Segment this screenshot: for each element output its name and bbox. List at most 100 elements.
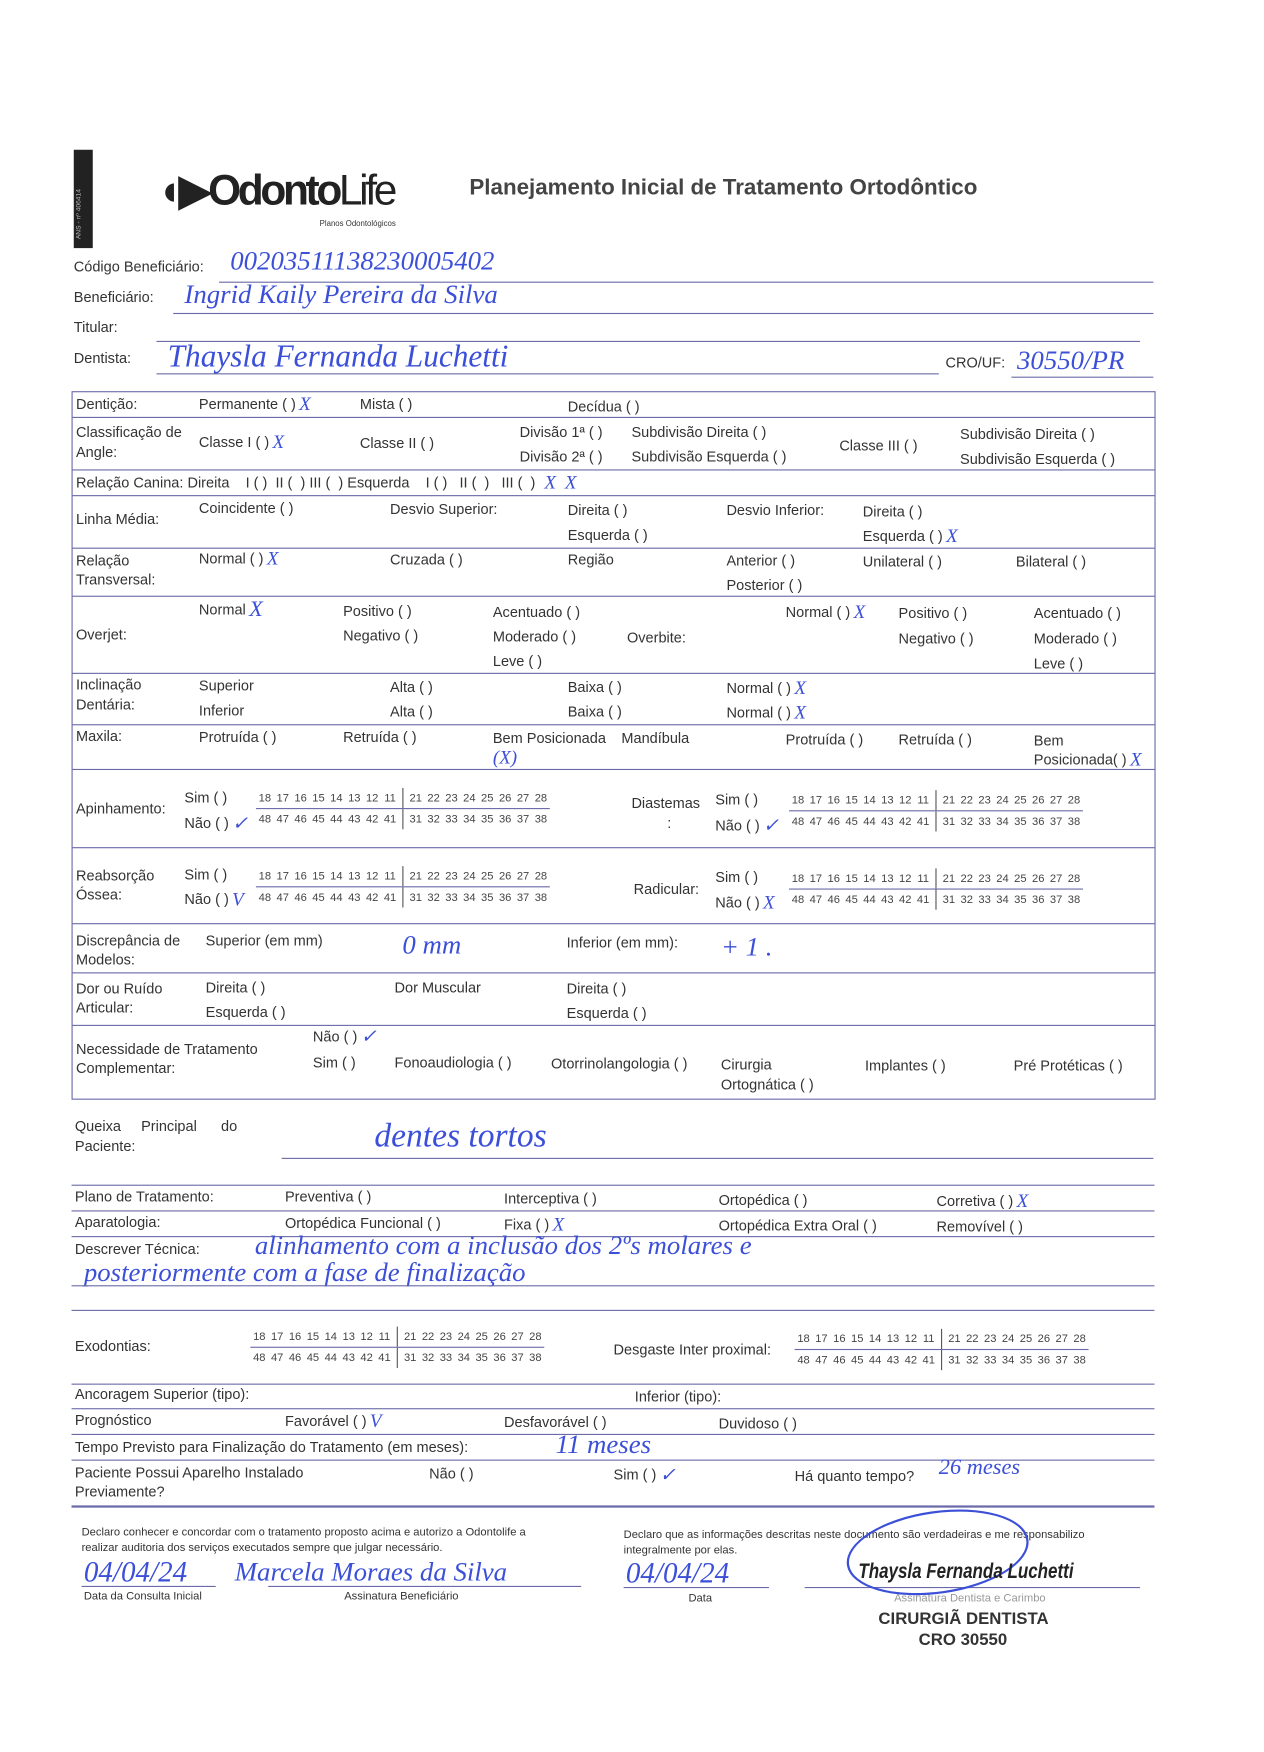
- tooth-42[interactable]: 42: [899, 893, 912, 906]
- tooth-28[interactable]: 28: [1067, 872, 1081, 885]
- tooth-32[interactable]: 32: [966, 1353, 979, 1367]
- tooth-48[interactable]: 48: [791, 815, 805, 828]
- tooth-44[interactable]: 44: [330, 813, 343, 826]
- transversal-normal[interactable]: Normal ( ) X: [199, 549, 279, 568]
- angle-classe-3[interactable]: Classe III ( ): [839, 436, 918, 454]
- tooth-17[interactable]: 17: [809, 794, 823, 807]
- dor-muscular-esquerda[interactable]: Esquerda ( ): [566, 1004, 647, 1022]
- transversal-posterior[interactable]: Posterior ( ): [726, 576, 803, 594]
- tooth-38[interactable]: 38: [534, 891, 548, 904]
- tooth-35[interactable]: 35: [1019, 1353, 1033, 1367]
- tooth-35[interactable]: 35: [475, 1351, 488, 1365]
- tooth-12[interactable]: 12: [360, 1330, 373, 1343]
- tooth-36[interactable]: 36: [1032, 893, 1045, 906]
- tooth-42[interactable]: 42: [904, 1353, 918, 1367]
- transversal-anterior[interactable]: Anterior ( ): [726, 552, 796, 569]
- tooth-47[interactable]: 47: [815, 1353, 828, 1367]
- tooth-42[interactable]: 42: [365, 813, 379, 826]
- tooth-41[interactable]: 41: [378, 1351, 391, 1365]
- apinhamento-nao[interactable]: Não ( ) ✓: [184, 814, 248, 833]
- tooth-21[interactable]: 21: [948, 1332, 961, 1346]
- tooth-41[interactable]: 41: [383, 891, 397, 904]
- tooth-17[interactable]: 17: [815, 1332, 828, 1346]
- otorrinolaringologia[interactable]: Otorrinolangologia ( ): [550, 1055, 688, 1072]
- tooth-24[interactable]: 24: [457, 1330, 471, 1343]
- tooth-37[interactable]: 37: [516, 813, 530, 826]
- tooth-45[interactable]: 45: [306, 1351, 320, 1365]
- tooth-48[interactable]: 48: [253, 1351, 266, 1365]
- angle-divisao-2[interactable]: Divisão 2ª ( ): [519, 448, 603, 465]
- tooth-38[interactable]: 38: [534, 813, 548, 826]
- tooth-28[interactable]: 28: [1067, 794, 1081, 807]
- tooth-23[interactable]: 23: [439, 1330, 453, 1343]
- tooth-32[interactable]: 32: [427, 891, 440, 904]
- angle-subdivisao-esquerda[interactable]: Subdivisão Esquerda ( ): [631, 448, 787, 465]
- tooth-48[interactable]: 48: [258, 813, 272, 826]
- mandibula-protruida[interactable]: Protruída ( ): [785, 730, 864, 748]
- tooth-43[interactable]: 43: [342, 1351, 355, 1365]
- prognostico-favoravel[interactable]: Favorável ( ) V: [285, 1412, 382, 1431]
- tooth-42[interactable]: 42: [365, 891, 379, 904]
- angle-c3-subdivisao-esquerda[interactable]: Subdivisão Esquerda ( ): [960, 450, 1116, 468]
- tooth-34[interactable]: 34: [996, 893, 1009, 906]
- tooth-36[interactable]: 36: [498, 891, 512, 904]
- tooth-28[interactable]: 28: [1073, 1332, 1086, 1346]
- angle-classe-2[interactable]: Classe II ( ): [359, 434, 435, 452]
- inclinacao-sup-alta[interactable]: Alta ( ): [390, 678, 433, 696]
- tooth-32[interactable]: 32: [960, 815, 973, 828]
- tooth-44[interactable]: 44: [868, 1353, 882, 1367]
- tooth-32[interactable]: 32: [421, 1351, 435, 1365]
- tooth-18[interactable]: 18: [791, 872, 805, 885]
- tooth-36[interactable]: 36: [1032, 815, 1045, 828]
- tooth-24[interactable]: 24: [463, 870, 476, 883]
- inclinacao-sup-baixa[interactable]: Baixa ( ): [567, 678, 622, 696]
- tooth-14[interactable]: 14: [324, 1330, 338, 1343]
- inclinacao-inf-baixa[interactable]: Baixa ( ): [567, 702, 622, 720]
- tooth-23[interactable]: 23: [983, 1332, 997, 1346]
- tooth-23[interactable]: 23: [978, 794, 991, 807]
- tooth-46[interactable]: 46: [827, 815, 840, 828]
- tooth-13[interactable]: 13: [881, 872, 894, 885]
- plano-preventiva[interactable]: Preventiva ( ): [284, 1188, 372, 1205]
- tooth-15[interactable]: 15: [312, 791, 325, 805]
- desvio-sup-esquerda[interactable]: Esquerda ( ): [567, 526, 648, 544]
- tooth-44[interactable]: 44: [863, 893, 876, 906]
- angle-classe-1[interactable]: Classe I ( ) X: [199, 433, 284, 452]
- tooth-31[interactable]: 31: [409, 813, 422, 826]
- tooth-35[interactable]: 35: [481, 813, 494, 826]
- tooth-17[interactable]: 17: [270, 1330, 284, 1343]
- tooth-11[interactable]: 11: [917, 794, 929, 807]
- maxila-bem-posicionada[interactable]: Bem Posicionada: [492, 729, 606, 747]
- radicular-nao[interactable]: Não ( ) X: [715, 893, 774, 912]
- tooth-21[interactable]: 21: [409, 870, 422, 883]
- pre-proteticas[interactable]: Pré Protéticas ( ): [1013, 1057, 1123, 1075]
- transversal-unilateral[interactable]: Unilateral ( ): [862, 553, 942, 570]
- tooth-17[interactable]: 17: [276, 870, 289, 883]
- angle-c3-subdivisao-direita[interactable]: Subdivisão Direita ( ): [960, 425, 1095, 443]
- tooth-45[interactable]: 45: [845, 815, 858, 828]
- tooth-26[interactable]: 26: [493, 1330, 506, 1343]
- tooth-21[interactable]: 21: [403, 1330, 417, 1343]
- tooth-11[interactable]: 11: [384, 870, 396, 883]
- tooth-26[interactable]: 26: [498, 870, 512, 883]
- prognostico-duvidoso[interactable]: Duvidoso ( ): [718, 1414, 797, 1432]
- tooth-46[interactable]: 46: [827, 893, 840, 906]
- tooth-43[interactable]: 43: [881, 893, 894, 906]
- tooth-37[interactable]: 37: [1055, 1353, 1068, 1367]
- tooth-14[interactable]: 14: [863, 872, 876, 885]
- tooth-23[interactable]: 23: [445, 791, 458, 805]
- reabsorcao-nao[interactable]: Não ( ) V: [184, 890, 243, 909]
- transversal-bilateral[interactable]: Bilateral ( ): [1015, 553, 1087, 570]
- tooth-34[interactable]: 34: [996, 815, 1009, 828]
- tooth-23[interactable]: 23: [445, 870, 458, 883]
- tooth-14[interactable]: 14: [330, 870, 343, 883]
- tooth-45[interactable]: 45: [845, 893, 858, 906]
- tooth-15[interactable]: 15: [312, 870, 325, 883]
- diastemas-nao[interactable]: Não ( ) ✓: [715, 816, 779, 835]
- tooth-28[interactable]: 28: [529, 1330, 542, 1343]
- tooth-47[interactable]: 47: [270, 1351, 284, 1365]
- inclinacao-sup-normal[interactable]: Normal ( ) X: [726, 678, 806, 697]
- tooth-16[interactable]: 16: [833, 1332, 846, 1346]
- overbite-leve[interactable]: Leve ( ): [1033, 654, 1084, 672]
- tooth-16[interactable]: 16: [827, 872, 840, 885]
